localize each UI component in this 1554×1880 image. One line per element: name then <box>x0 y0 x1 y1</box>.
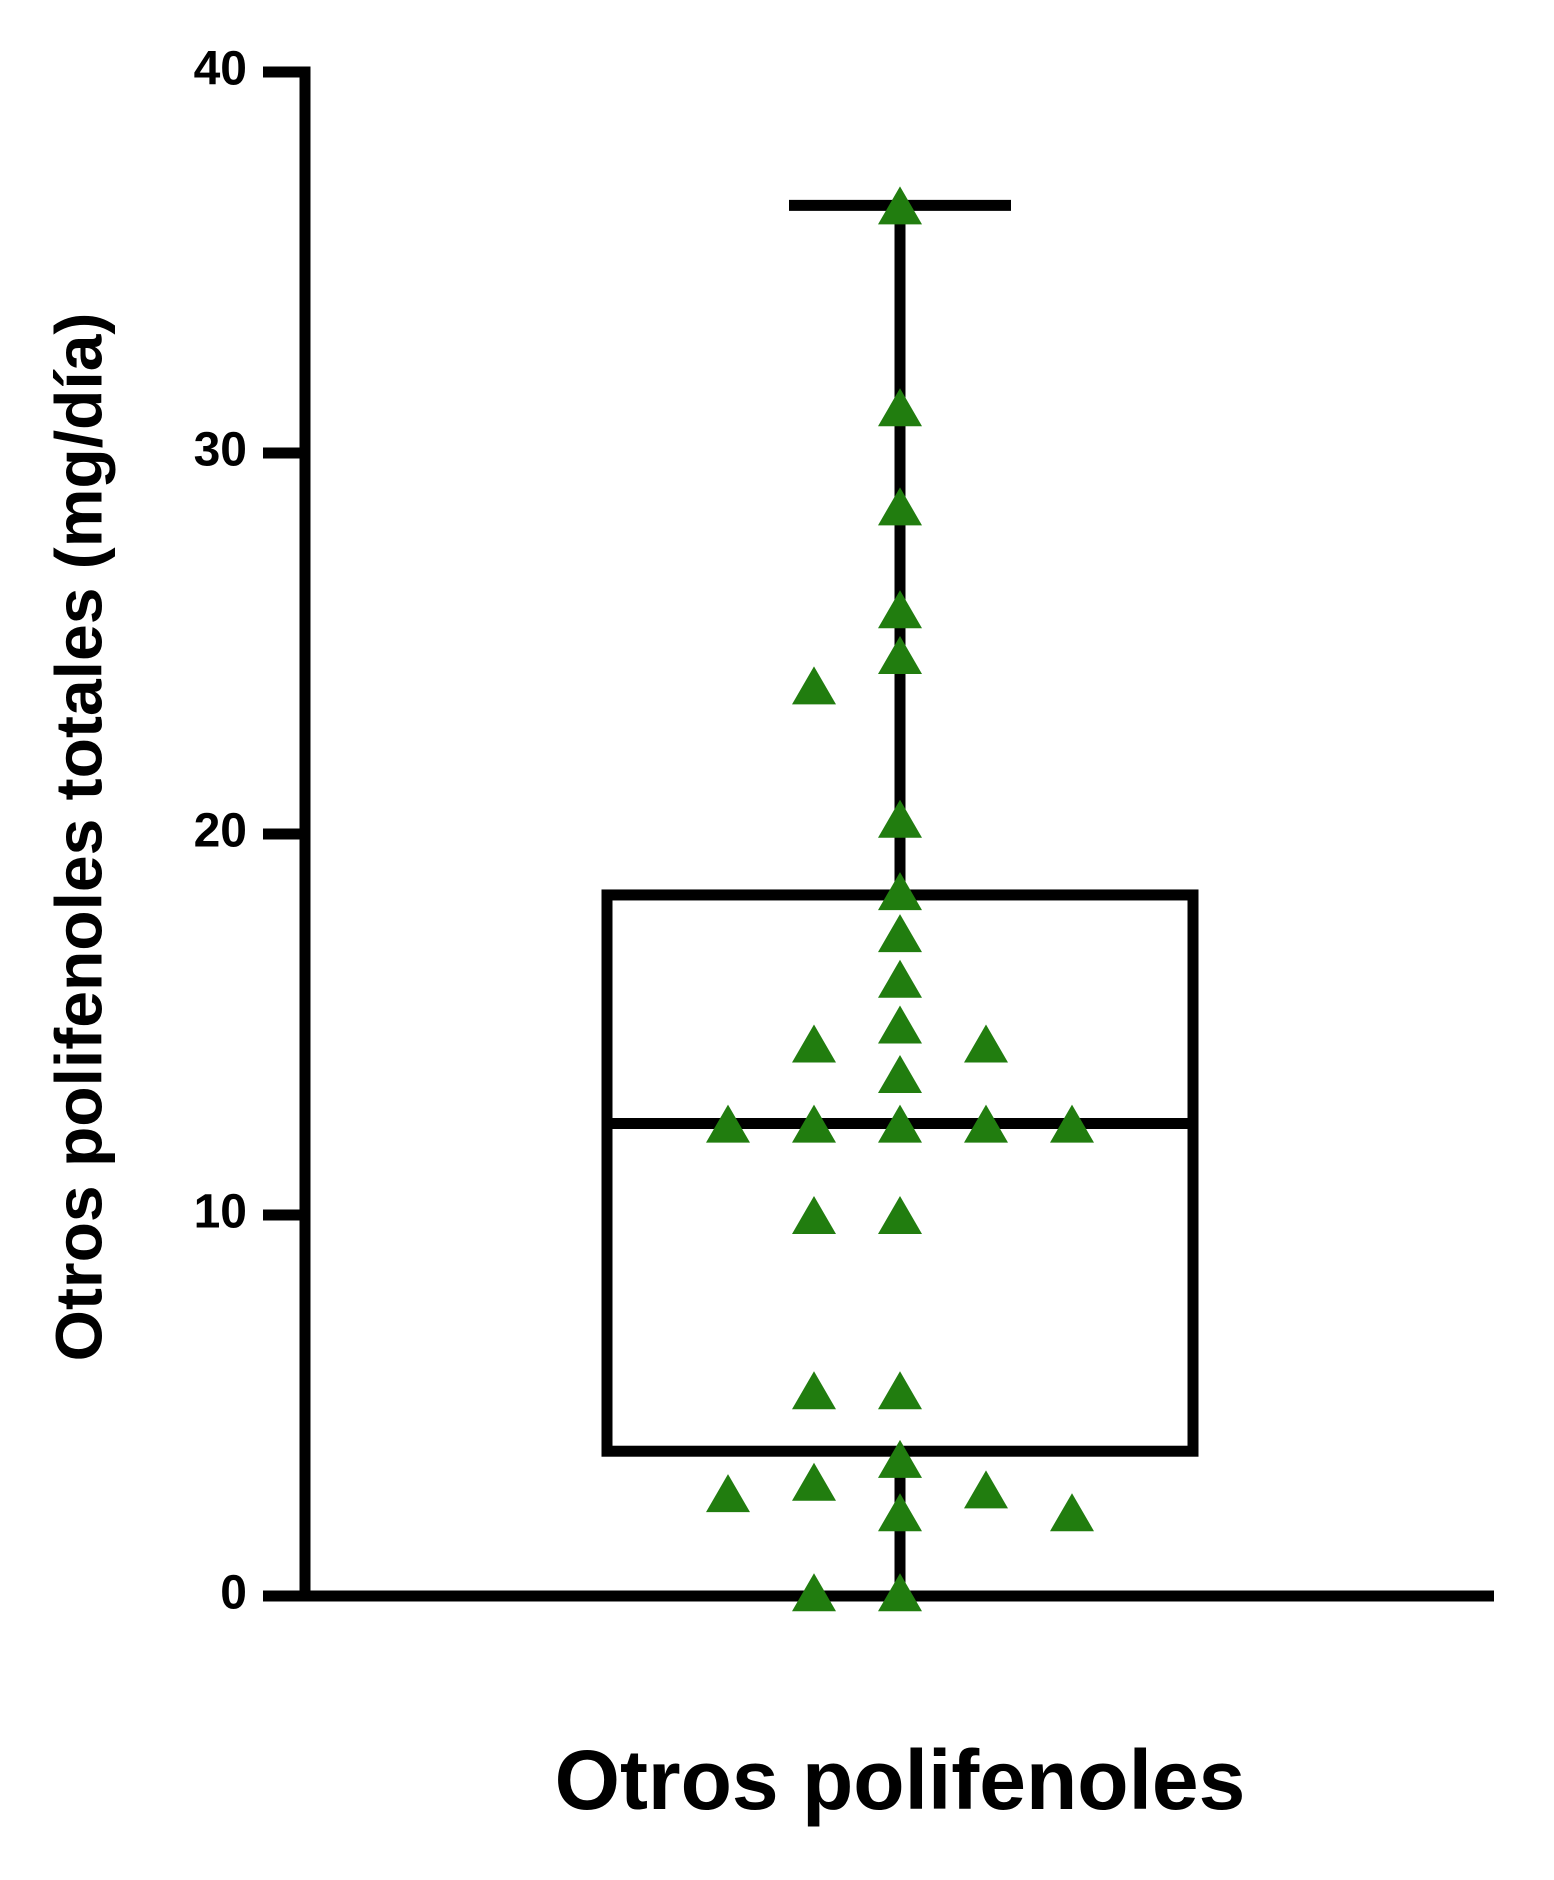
x-category-label: Otros polifenoles <box>555 1733 1246 1827</box>
data-point <box>878 799 922 838</box>
y-tick-label: 10 <box>194 1186 247 1239</box>
y-tick-label: 40 <box>194 43 247 96</box>
data-point <box>878 590 922 629</box>
data-point <box>792 1371 836 1410</box>
data-point <box>792 666 836 705</box>
data-point <box>792 1104 836 1143</box>
data-point <box>878 914 922 953</box>
data-point <box>878 1439 922 1478</box>
y-tick-label: 20 <box>194 805 247 858</box>
data-point <box>792 1024 836 1063</box>
data-point <box>878 487 922 526</box>
data-point <box>878 186 922 225</box>
data-point <box>878 1573 922 1612</box>
data-point <box>878 635 922 674</box>
data-point <box>878 1005 922 1044</box>
data-point <box>1050 1104 1094 1143</box>
data-point <box>878 959 922 998</box>
data-point <box>878 388 922 427</box>
data-point <box>878 1493 922 1532</box>
data-point <box>792 1573 836 1612</box>
data-point <box>964 1470 1008 1509</box>
data-point <box>964 1024 1008 1063</box>
data-point <box>878 1104 922 1143</box>
data-point <box>878 1371 922 1410</box>
data-point <box>964 1104 1008 1143</box>
data-point <box>878 1196 922 1235</box>
y-tick-label: 0 <box>220 1567 247 1620</box>
y-tick-label: 30 <box>194 424 247 477</box>
data-point <box>792 1196 836 1235</box>
data-point <box>792 1462 836 1501</box>
data-point <box>706 1474 750 1513</box>
data-point <box>1050 1493 1094 1532</box>
data-point <box>878 1055 922 1094</box>
data-point <box>878 872 922 911</box>
y-axis-label: Otros polifenoles totales (mg/día) <box>41 313 115 1362</box>
data-point <box>706 1104 750 1143</box>
